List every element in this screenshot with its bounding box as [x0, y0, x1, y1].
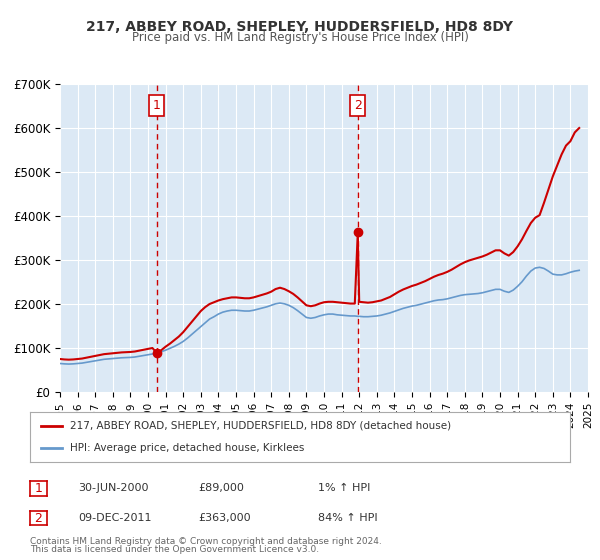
Text: 09-DEC-2011: 09-DEC-2011: [78, 513, 151, 523]
Text: Price paid vs. HM Land Registry's House Price Index (HPI): Price paid vs. HM Land Registry's House …: [131, 31, 469, 44]
Text: HPI: Average price, detached house, Kirklees: HPI: Average price, detached house, Kirk…: [71, 443, 305, 453]
Text: Contains HM Land Registry data © Crown copyright and database right 2024.: Contains HM Land Registry data © Crown c…: [30, 537, 382, 546]
Text: 1: 1: [153, 99, 161, 112]
Text: 2: 2: [354, 99, 362, 112]
Text: 217, ABBEY ROAD, SHEPLEY, HUDDERSFIELD, HD8 8DY: 217, ABBEY ROAD, SHEPLEY, HUDDERSFIELD, …: [86, 20, 514, 34]
Text: This data is licensed under the Open Government Licence v3.0.: This data is licensed under the Open Gov…: [30, 545, 319, 554]
Text: 1% ↑ HPI: 1% ↑ HPI: [318, 483, 370, 493]
Text: 84% ↑ HPI: 84% ↑ HPI: [318, 513, 377, 523]
Text: 217, ABBEY ROAD, SHEPLEY, HUDDERSFIELD, HD8 8DY (detached house): 217, ABBEY ROAD, SHEPLEY, HUDDERSFIELD, …: [71, 421, 452, 431]
Text: 1: 1: [34, 482, 43, 495]
Text: 2: 2: [34, 511, 43, 525]
Text: £363,000: £363,000: [198, 513, 251, 523]
Text: £89,000: £89,000: [198, 483, 244, 493]
Text: 30-JUN-2000: 30-JUN-2000: [78, 483, 149, 493]
